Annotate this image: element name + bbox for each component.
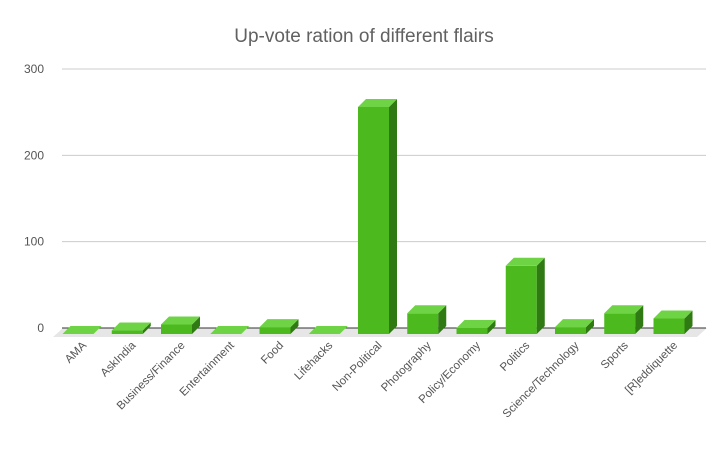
- bar-top: [111, 322, 151, 331]
- bars: [62, 98, 693, 335]
- x-tick-label: Lifehacks: [293, 339, 336, 382]
- bar: [604, 305, 644, 334]
- bar-front: [259, 327, 291, 334]
- bar-top: [358, 98, 397, 107]
- bar-top: [555, 319, 594, 328]
- y-tick-label: 0: [37, 321, 44, 335]
- x-tick-label: Photography: [379, 339, 434, 394]
- bar: [505, 257, 545, 334]
- bar-front: [653, 318, 685, 334]
- bar-side: [635, 305, 644, 334]
- bar-top: [161, 316, 200, 325]
- bar-side: [438, 305, 447, 334]
- bar: [555, 319, 594, 334]
- bar-front: [358, 106, 389, 335]
- bar-front: [161, 324, 192, 334]
- x-tick-label: Politics: [498, 339, 532, 373]
- bar-top: [210, 326, 250, 334]
- bar: [62, 326, 102, 334]
- bar-side: [586, 319, 594, 334]
- bar-front: [505, 265, 537, 334]
- bar-front: [604, 313, 636, 334]
- x-tick-label: AMA: [63, 339, 89, 365]
- bar-side: [487, 319, 496, 334]
- bar: [111, 322, 151, 334]
- bar-top: [407, 305, 447, 314]
- y-axis-ticks: 0 100 200 300: [24, 62, 44, 335]
- bar-top: [505, 257, 545, 266]
- bar: [259, 319, 299, 334]
- x-tick-label: Non-Political: [330, 340, 384, 394]
- bar: [161, 316, 200, 334]
- bar: [653, 310, 693, 334]
- bar-front: [407, 313, 439, 334]
- bar-side: [192, 316, 200, 334]
- bar-top: [604, 305, 644, 314]
- x-tick-label: AskIndia: [99, 339, 139, 379]
- bar-side: [142, 322, 151, 334]
- bar-front: [555, 327, 586, 334]
- bar-side: [290, 319, 299, 334]
- bar-side: [684, 310, 693, 334]
- bar-front: [111, 330, 143, 334]
- bar: [407, 305, 447, 334]
- bar-top: [259, 319, 299, 328]
- y-tick-label: 200: [24, 148, 44, 162]
- x-tick-label: [R]eddiquette: [623, 340, 680, 397]
- bar: [358, 98, 397, 335]
- x-tick-label: Sports: [599, 339, 631, 371]
- bar-top: [62, 326, 102, 334]
- bar-front: [456, 327, 488, 334]
- bar-side: [389, 98, 397, 335]
- y-tick-label: 300: [24, 62, 44, 76]
- bar: [308, 326, 348, 334]
- bar-top: [653, 310, 693, 319]
- bar: [210, 326, 250, 334]
- x-axis-labels: AMA AskIndiaBusiness/FinanceEntertainment…: [63, 339, 680, 420]
- y-tick-label: 100: [24, 235, 44, 249]
- x-tick-label: Food: [259, 340, 286, 367]
- bar-top: [308, 326, 348, 334]
- bar-top: [456, 319, 496, 328]
- bar: [456, 319, 496, 334]
- bar-side: [536, 257, 545, 334]
- chart-title: Up-vote ration of different flairs: [234, 26, 493, 47]
